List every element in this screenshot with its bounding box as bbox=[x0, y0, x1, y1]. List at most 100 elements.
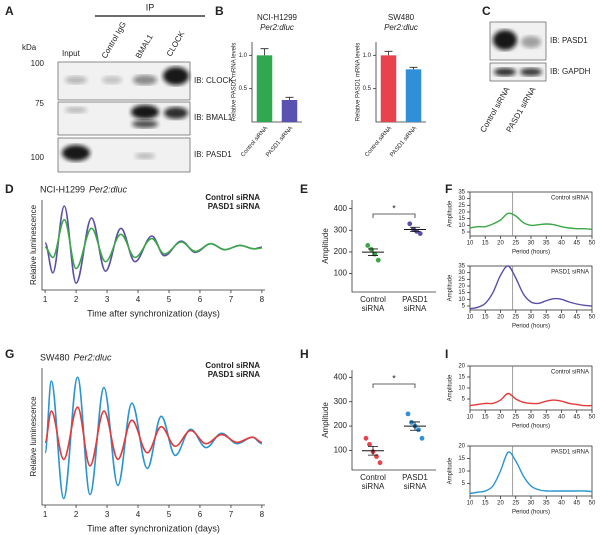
series-line bbox=[44, 205, 262, 284]
x-tick-label: 15 bbox=[482, 415, 489, 421]
x-tick-label: PASD1 siRNA bbox=[402, 473, 428, 491]
panel-label: G bbox=[5, 347, 14, 361]
x-axis-label: Period (hours) bbox=[512, 510, 550, 516]
y-tick-label: 25 bbox=[458, 203, 465, 209]
panel-label: H bbox=[300, 347, 309, 361]
series-line bbox=[469, 265, 593, 310]
panel-label: C bbox=[482, 4, 491, 18]
x-tick-label: Control siRNA bbox=[360, 473, 386, 491]
marker-label: 100 bbox=[31, 59, 45, 68]
x-tick-label: 50 bbox=[589, 415, 596, 421]
significance-label: * bbox=[392, 373, 396, 383]
y-tick-label: 400 bbox=[334, 372, 348, 381]
y-tick-label: 5 bbox=[462, 397, 466, 403]
x-tick-label: 3 bbox=[105, 295, 110, 304]
y-tick-label: 5 bbox=[462, 304, 466, 310]
y-tick-label: 1.0 bbox=[239, 53, 248, 59]
bar bbox=[256, 55, 273, 123]
series-line bbox=[44, 218, 262, 270]
x-tick-label: 7 bbox=[229, 510, 234, 519]
y-tick-label: 0.5 bbox=[239, 86, 248, 92]
error-bar bbox=[368, 445, 378, 456]
bar bbox=[281, 100, 298, 122]
panel-label: B bbox=[215, 4, 224, 18]
x-axis-label: Period (hours) bbox=[512, 424, 550, 430]
error-bar bbox=[410, 421, 420, 431]
y-tick-label: 100 bbox=[334, 446, 348, 455]
series-label: PASD1 siRNA bbox=[551, 450, 589, 456]
lane-label: Input bbox=[62, 49, 81, 58]
panel-label: I bbox=[445, 347, 448, 361]
x-tick-label: 45 bbox=[573, 501, 580, 507]
y-tick-label: 200 bbox=[334, 421, 348, 430]
x-tick-label: 40 bbox=[558, 415, 565, 421]
x-axis-label: Time after synchronization (days) bbox=[87, 308, 220, 318]
y-tick-label: 0.5 bbox=[363, 86, 372, 92]
y-tick-label: 100 bbox=[334, 269, 348, 278]
series-line bbox=[44, 406, 263, 467]
x-tick-label: 25 bbox=[512, 501, 519, 507]
data-point bbox=[368, 246, 374, 252]
x-tick-label: 6 bbox=[198, 295, 203, 304]
series-line bbox=[469, 392, 593, 407]
x-tick-label: 35 bbox=[543, 315, 550, 321]
y-tick-label: 30 bbox=[458, 196, 465, 202]
bands bbox=[62, 67, 189, 161]
y-axis-label: Amplitude bbox=[321, 402, 330, 438]
row-label: IB: CLOCK bbox=[194, 76, 234, 85]
x-tick-label: 35 bbox=[543, 241, 550, 247]
x-tick-label: 20 bbox=[497, 501, 504, 507]
x-tick-label: 15 bbox=[482, 501, 489, 507]
y-tick-label: 5 bbox=[462, 481, 466, 487]
x-tick-label: 35 bbox=[543, 415, 550, 421]
y-tick-label: 1.0 bbox=[363, 53, 372, 59]
x-tick-label: 1 bbox=[43, 295, 48, 304]
significance-bracket bbox=[372, 383, 416, 388]
data-point bbox=[365, 243, 371, 248]
x-tick-label: 20 bbox=[497, 415, 504, 421]
x-tick-label: 30 bbox=[528, 315, 535, 321]
y-axis-label: Amplitude bbox=[448, 457, 454, 484]
x-tick-label: 45 bbox=[573, 315, 580, 321]
data-point bbox=[367, 441, 372, 447]
chart-subtitle: Per2:dluc bbox=[260, 23, 294, 32]
y-tick-label: 15 bbox=[458, 375, 465, 381]
x-tick-label-box: Control siRNA bbox=[360, 295, 386, 313]
data-point bbox=[375, 257, 381, 263]
x-tick-label: 3 bbox=[105, 510, 110, 519]
chart-title: SW480 bbox=[388, 13, 415, 22]
x-tick-label: PASD1 siRNA bbox=[402, 295, 428, 313]
x-tick-label: 50 bbox=[589, 241, 596, 247]
chart-subtitle: Per2:dluc bbox=[384, 23, 418, 32]
y-axis-label: Relative luminescence bbox=[29, 204, 38, 285]
x-tick-label: 25 bbox=[512, 315, 519, 321]
x-tick-label: 15 bbox=[482, 315, 489, 321]
x-tick-label: 30 bbox=[528, 415, 535, 421]
chart-title: SW480 bbox=[40, 352, 70, 362]
y-axis-label: Relative luminescence bbox=[29, 396, 38, 477]
panel-label: F bbox=[445, 182, 452, 196]
x-tick-label: PASD1 siRNA bbox=[265, 125, 294, 158]
y-tick-label: 300 bbox=[334, 225, 348, 234]
y-tick-label: 10 bbox=[458, 386, 465, 392]
panel-label: A bbox=[5, 4, 14, 18]
lane-label: BMAL1 bbox=[134, 32, 155, 60]
significance-bracket bbox=[372, 213, 416, 218]
bands bbox=[493, 30, 542, 76]
series-label: Control siRNA bbox=[551, 370, 589, 376]
x-tick-label: 2 bbox=[74, 295, 79, 304]
x-tick-label: 5 bbox=[167, 510, 172, 519]
x-tick-label: 20 bbox=[497, 241, 504, 247]
y-tick-label: 15 bbox=[458, 216, 465, 222]
x-tick-label: 4 bbox=[136, 510, 141, 519]
x-tick-label-box: PASD1 siRNA bbox=[402, 295, 428, 313]
x-tick-label-box: PASD1 siRNA bbox=[402, 473, 428, 491]
y-tick-label: 20 bbox=[458, 364, 465, 370]
y-axis-label: Amplitude bbox=[448, 200, 454, 227]
x-tick-label: 50 bbox=[589, 501, 596, 507]
x-tick-label: 20 bbox=[497, 315, 504, 321]
legend-entry: PASD1 siRNA bbox=[208, 370, 261, 379]
row-label: IB: PASD1 bbox=[550, 36, 588, 45]
x-tick-label: 1 bbox=[43, 510, 48, 519]
lane-label: Control IgG bbox=[100, 20, 128, 60]
